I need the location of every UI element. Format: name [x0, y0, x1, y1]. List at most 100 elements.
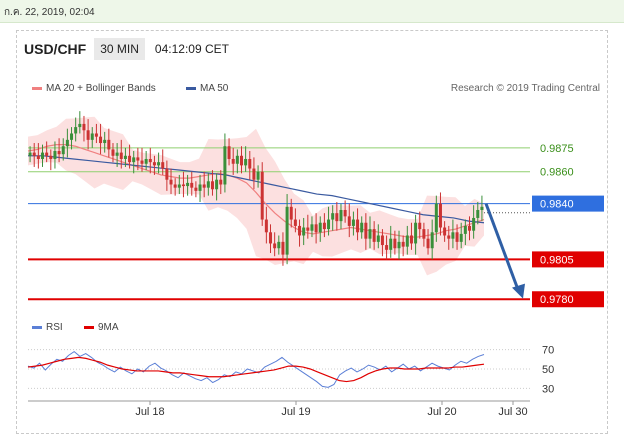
candle-body: [356, 219, 360, 233]
research-credit: Research © 2019 Trading Central: [450, 83, 600, 94]
rsi-ma-swatch-icon: [84, 326, 94, 329]
candle-body: [414, 222, 418, 244]
candle-body: [65, 139, 69, 147]
level-badge-2: [532, 195, 604, 212]
candle-body: [78, 123, 82, 128]
candle-body: [393, 238, 397, 249]
rsi-tick-label: 70: [542, 345, 554, 357]
timeframe-button[interactable]: 30 MIN: [94, 38, 145, 60]
candle-body: [28, 152, 32, 156]
candle-body: [169, 179, 173, 185]
candle-body: [426, 238, 430, 249]
candle-body: [252, 168, 256, 180]
candle-body: [281, 241, 285, 255]
candle-body: [86, 130, 90, 140]
candle-body: [161, 162, 165, 169]
candle-body: [70, 133, 74, 140]
candle-body: [152, 162, 156, 166]
candle-body: [335, 213, 339, 222]
candle-body: [376, 235, 380, 242]
level-label-2: 0.9840: [540, 199, 574, 211]
ma20-swatch-icon: [32, 87, 42, 90]
candle-body: [45, 152, 49, 156]
legend-ma20: MA 20 + Bollinger Bands: [32, 83, 156, 94]
x-tick-label: Jul 20: [427, 406, 456, 418]
candle-body: [186, 182, 190, 187]
candle-body: [443, 227, 447, 236]
candle-body: [165, 168, 169, 180]
candle-body: [277, 241, 281, 249]
candle-body: [364, 222, 368, 239]
candle-body: [285, 206, 289, 255]
candle-body: [90, 133, 94, 140]
candle-body: [368, 229, 372, 239]
candle-body: [32, 152, 36, 156]
candle-body: [99, 136, 103, 144]
candle-body: [293, 219, 297, 226]
candle-body: [347, 216, 351, 226]
candle-body: [451, 232, 455, 239]
legend-rsi: RSI: [32, 322, 63, 333]
candle-body: [434, 203, 438, 233]
candle-body: [181, 184, 185, 187]
candle-body: [298, 225, 302, 236]
candle-body: [190, 182, 194, 188]
x-tick-label: Jul 19: [281, 406, 310, 418]
candle-body: [331, 213, 335, 220]
candle-body: [157, 162, 161, 166]
candle-body: [111, 149, 115, 156]
candle-body: [472, 217, 476, 231]
candle-body: [360, 222, 364, 233]
candle-body: [269, 232, 273, 244]
candle-body: [351, 219, 355, 226]
candle-body: [94, 133, 98, 137]
candle-body: [210, 181, 214, 190]
candle-body: [103, 139, 107, 144]
candle-body: [405, 235, 409, 247]
candle-body: [57, 151, 61, 155]
candle-body: [256, 171, 260, 180]
candle-body: [409, 235, 413, 244]
candle-body: [430, 232, 434, 249]
candle-body: [227, 146, 231, 159]
candle-body: [107, 139, 111, 150]
candle-body: [239, 155, 243, 166]
legend-ma50: MA 50: [186, 83, 228, 94]
rsi-swatch-icon: [32, 326, 42, 329]
candle-body: [397, 241, 401, 249]
candle-body: [36, 155, 40, 159]
level-badge-3: [532, 251, 604, 268]
timestamp-text: ก.ค. 22, 2019, 02:04: [4, 7, 95, 18]
candle-body: [273, 243, 277, 249]
candle-body: [248, 158, 252, 169]
candle-body: [260, 171, 264, 220]
candle-body: [194, 187, 198, 191]
candle-body: [401, 241, 405, 247]
candle-body: [231, 158, 235, 164]
legend-rsi-label: RSI: [46, 322, 63, 333]
candle-body: [318, 222, 322, 233]
candle-body: [74, 127, 78, 134]
rsi-tick-label: 30: [542, 383, 554, 395]
candle-body: [327, 219, 331, 230]
rsi-ma-line: [27, 356, 485, 383]
forecast-arrow-shaft: [484, 203, 520, 291]
candle-body: [314, 224, 318, 233]
level-badge-4: [532, 291, 604, 308]
level-label-3: 0.9805: [540, 254, 574, 266]
candle-body: [339, 209, 343, 222]
rsi-tick-label: 50: [542, 364, 554, 376]
candle-body: [202, 184, 206, 188]
candle-body: [132, 157, 136, 163]
candle-body: [115, 152, 119, 156]
candle-body: [306, 227, 310, 231]
candle-body: [123, 155, 127, 159]
candle-body: [144, 158, 148, 164]
candle-body: [385, 245, 389, 250]
legend-ma20-label: MA 20 + Bollinger Bands: [46, 83, 156, 94]
candle-body: [119, 152, 123, 159]
candle-body: [455, 232, 459, 242]
candle-body: [136, 157, 140, 161]
candle-body: [215, 179, 219, 190]
